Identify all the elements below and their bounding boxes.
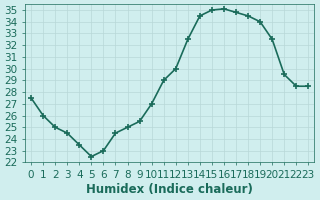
X-axis label: Humidex (Indice chaleur): Humidex (Indice chaleur): [86, 183, 253, 196]
